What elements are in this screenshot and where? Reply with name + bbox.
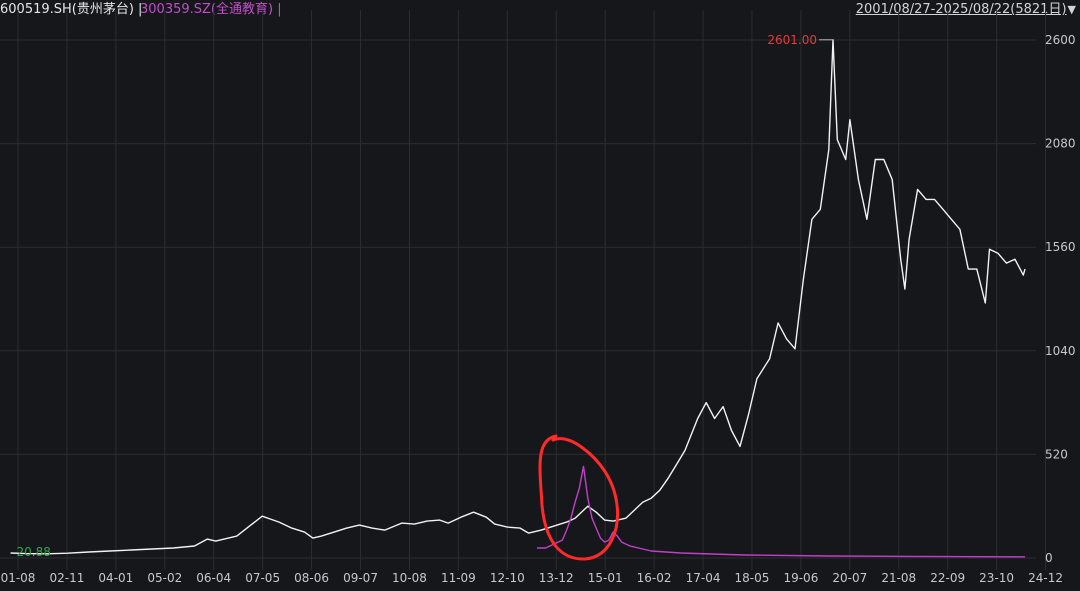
x-tick-label: 24-12 [1028,571,1063,585]
x-tick-label: 15-01 [588,571,623,585]
series-line-2 [537,465,1026,558]
x-tick-label: 01-08 [1,571,36,585]
x-tick-label: 13-12 [539,571,574,585]
x-tick-label: 18-05 [735,571,770,585]
annotation-layer [538,434,620,561]
max-value-label: 2601.00 [767,33,817,47]
x-tick-label: 05-02 [147,571,182,585]
x-tick-label: 07-05 [245,571,280,585]
x-tick-label: 21-08 [881,571,916,585]
y-tick-label: 520 [1045,447,1068,461]
y-tick-label: 2080 [1045,137,1076,151]
extreme-labels: 2601.00 20.88 [17,33,834,559]
series1-legend-label[interactable]: 600519.SH(贵州茅台) | [0,2,143,17]
y-tick-label: 1040 [1045,344,1076,358]
chart-header: 600519.SH(贵州茅台) | 300359.SZ(全通教育) | 2001… [0,0,1080,20]
y-tick-label: 0 [1045,551,1053,565]
grid-lines [0,10,1047,570]
date-range-label: 2001/08/27-2025/08/22(5821日) [855,2,1067,17]
date-range-selector[interactable]: 2001/08/27-2025/08/22(5821日)▼ [856,0,1076,20]
series2-legend-label[interactable]: 300359.SZ(全通教育) | [140,2,282,17]
triangle-down-icon: ▼ [1067,3,1076,16]
x-tick-label: 16-02 [637,571,672,585]
x-tick-label: 12-10 [490,571,525,585]
min-value-label: 20.88 [17,545,51,559]
x-tick-label: 17-04 [686,571,721,585]
x-tick-label: 09-07 [343,571,378,585]
x-tick-label: 11-09 [441,571,476,585]
x-tick-label: 08-06 [294,571,329,585]
x-tick-label: 06-04 [196,571,231,585]
x-tick-label: 22-09 [930,571,965,585]
x-tick-label: 10-08 [392,571,427,585]
y-tick-label: 2600 [1045,33,1076,47]
series-line-1 [10,39,1026,555]
x-axis-ticks: 01-08 02-11 04-01 05-02 06-04 07-05 08-06 09-07… [1,571,1063,585]
x-tick-label: 19-06 [783,571,818,585]
series-lines [10,39,1026,558]
y-axis-ticks: 0 520 1040 1560 2080 2600 [1045,33,1076,565]
x-tick-label: 04-01 [98,571,133,585]
x-tick-label: 23-10 [979,571,1014,585]
x-tick-label: 20-07 [832,571,867,585]
y-tick-label: 1560 [1045,240,1076,254]
highlight-circle-annotation [538,434,620,561]
x-tick-label: 02-11 [49,571,84,585]
